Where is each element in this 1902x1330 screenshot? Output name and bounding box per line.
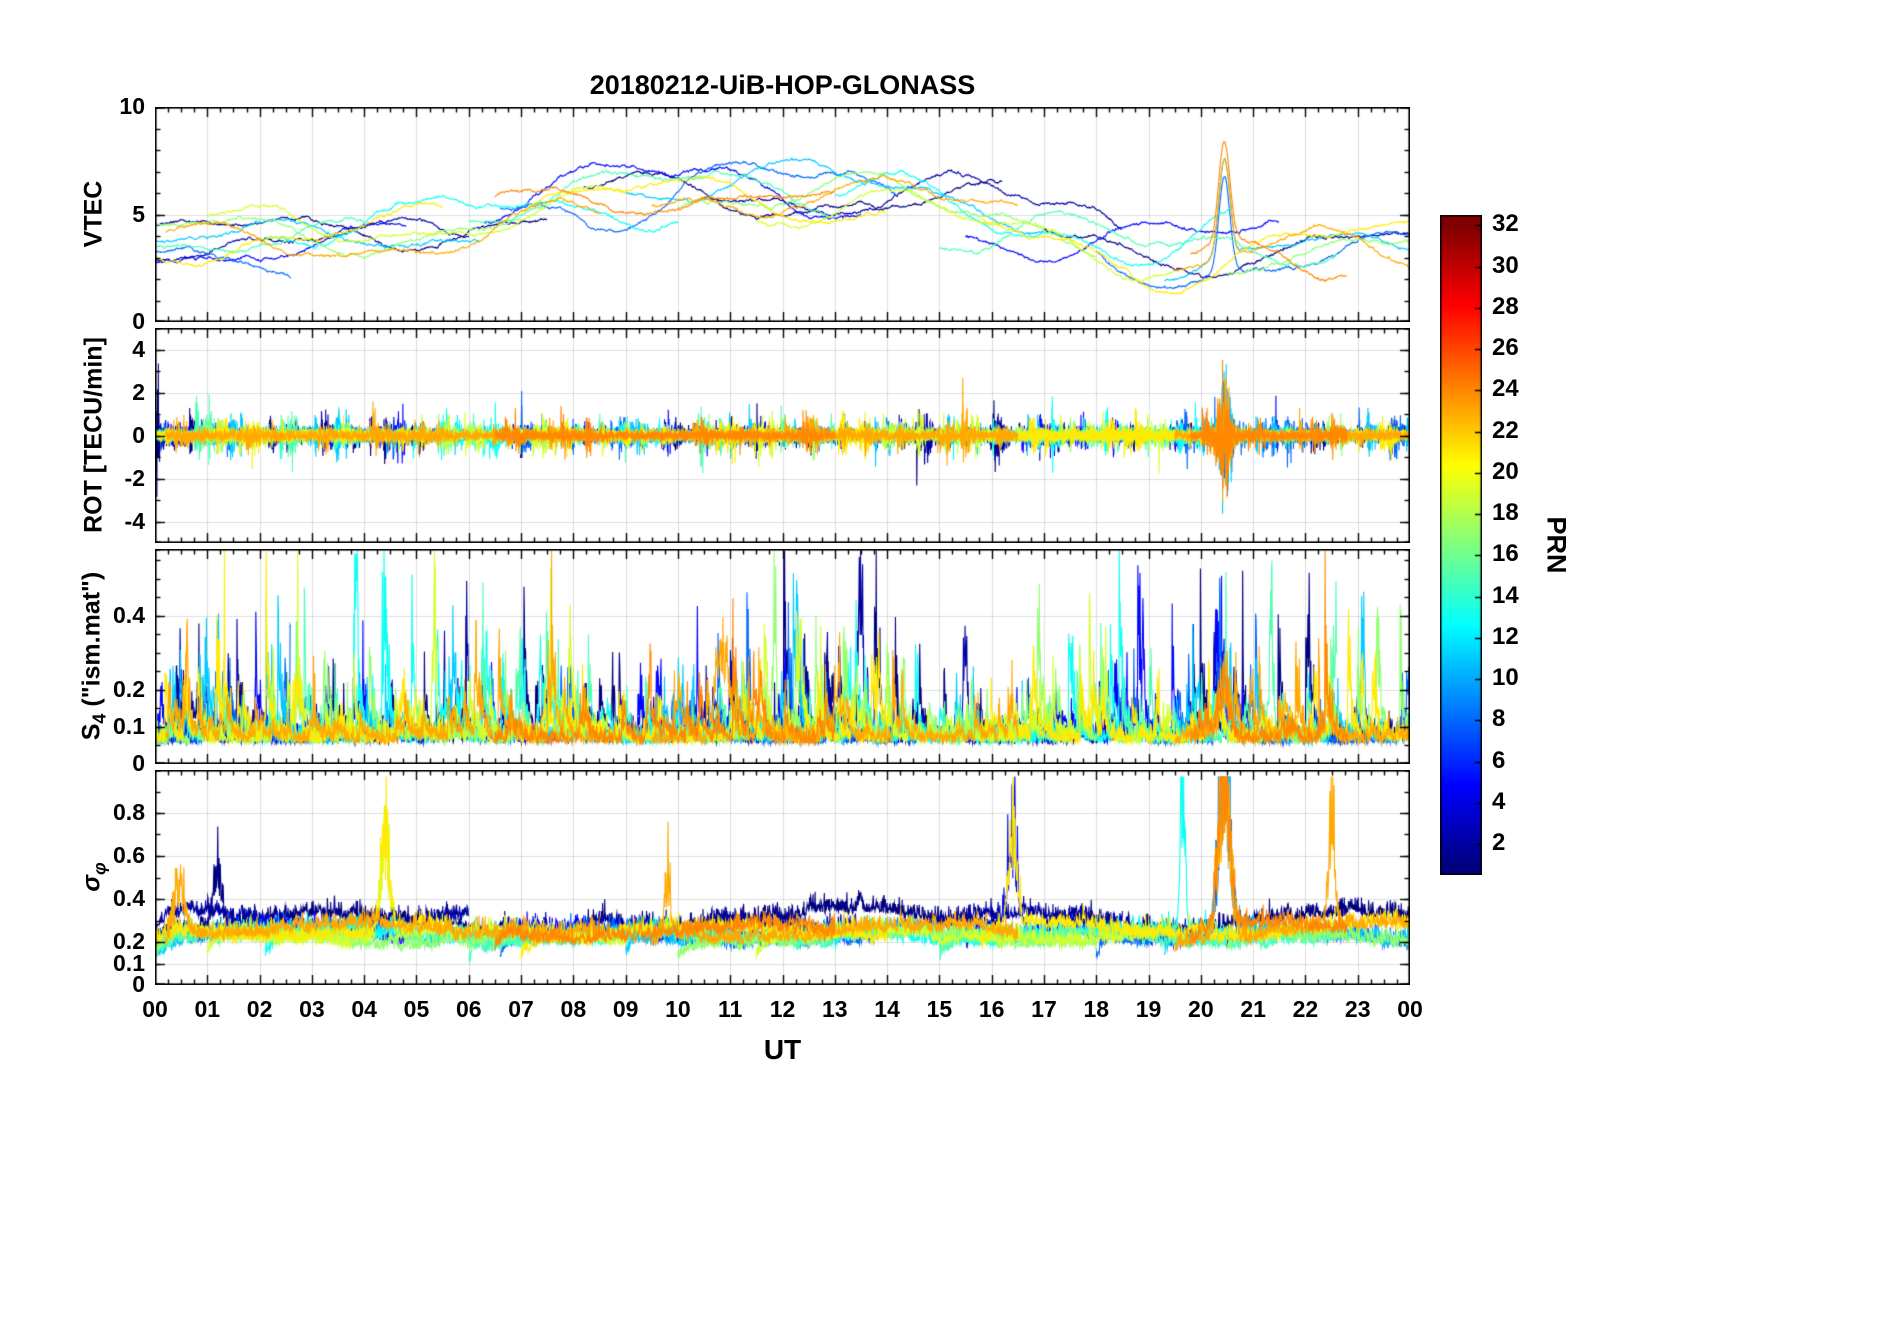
x-tick-label: 14 bbox=[874, 996, 900, 1022]
vtec-panel bbox=[155, 107, 1410, 322]
y-axis-tick-labels: 0 5 10 -4 -2 0 2 4 0 0.1 0.2 0.4 0 0.1 0.2 0.4 0.6 0.8 bbox=[0, 0, 150, 1330]
vtec-canvas bbox=[155, 107, 1410, 322]
y-tick-label: 0 bbox=[132, 971, 145, 997]
rot-panel bbox=[155, 328, 1410, 543]
colorbar-tick-label: 20 bbox=[1492, 457, 1519, 485]
colorbar-tick-label: 28 bbox=[1492, 292, 1519, 320]
y-tick-label: 0.2 bbox=[113, 675, 145, 702]
colorbar-tick-label: 26 bbox=[1492, 334, 1519, 362]
colorbar-label: PRN bbox=[1541, 516, 1572, 574]
y-tick-label: 0.4 bbox=[113, 601, 145, 628]
x-tick-label: 00 bbox=[142, 996, 168, 1022]
x-tick-label: 01 bbox=[194, 996, 221, 1022]
sigphi-panel bbox=[155, 770, 1410, 985]
y-tick-label: 0.4 bbox=[113, 885, 145, 911]
x-tick-label: 11 bbox=[718, 996, 743, 1022]
colorbar-canvas bbox=[1440, 215, 1482, 875]
x-tick-label: 06 bbox=[455, 996, 482, 1022]
sigphi-canvas bbox=[155, 770, 1410, 985]
x-tick-label: 19 bbox=[1135, 996, 1162, 1022]
x-tick-label: 22 bbox=[1292, 996, 1319, 1022]
x-tick-label: 16 bbox=[978, 996, 1005, 1022]
y-tick-label: 4 bbox=[132, 335, 145, 362]
x-tick-label: 05 bbox=[403, 996, 430, 1022]
s4-canvas bbox=[155, 549, 1410, 764]
y-tick-label: -2 bbox=[124, 464, 145, 491]
s4-panel bbox=[155, 549, 1410, 764]
x-tick-label: 08 bbox=[560, 996, 587, 1022]
x-tick-label: 07 bbox=[508, 996, 534, 1022]
x-tick-label: 00 bbox=[1397, 996, 1423, 1022]
y-tick-label: 0.8 bbox=[113, 799, 145, 825]
x-tick-label: 15 bbox=[926, 996, 953, 1022]
x-tick-label: 12 bbox=[769, 996, 796, 1022]
colorbar-tick-label: 24 bbox=[1492, 375, 1519, 403]
y-tick-label: 0.1 bbox=[113, 712, 145, 739]
colorbar-tick-label: 10 bbox=[1492, 664, 1519, 692]
rot-canvas bbox=[155, 328, 1410, 543]
colorbar-tick-label: 30 bbox=[1492, 251, 1519, 279]
x-tick-label: 23 bbox=[1344, 996, 1371, 1022]
x-tick-label: 03 bbox=[299, 996, 325, 1022]
colorbar bbox=[1440, 215, 1482, 875]
colorbar-tick-label: 16 bbox=[1492, 540, 1519, 568]
colorbar-tick-labels: 2 4 6 8 10 12 14 16 18 20 22 24 26 28 30 32 bbox=[1492, 0, 1562, 1330]
colorbar-tick-label: 2 bbox=[1492, 829, 1506, 857]
colorbar-tick-label: 8 bbox=[1492, 705, 1506, 733]
y-tick-label: 0.2 bbox=[113, 928, 145, 954]
y-tick-label: 0 bbox=[132, 750, 145, 776]
colorbar-tick-label: 4 bbox=[1492, 787, 1506, 815]
y-tick-label: 0.1 bbox=[113, 949, 145, 976]
x-tick-label: 02 bbox=[246, 996, 273, 1022]
y-tick-label: 0.6 bbox=[113, 842, 145, 868]
chart-title: 20180212-UiB-HOP-GLONASS bbox=[589, 70, 976, 100]
x-tick-label: 20 bbox=[1188, 996, 1214, 1022]
colorbar-tick-label: 22 bbox=[1492, 416, 1519, 444]
x-tick-label: 09 bbox=[612, 996, 639, 1022]
x-tick-label: 18 bbox=[1083, 996, 1110, 1022]
x-tick-label: 17 bbox=[1031, 996, 1057, 1022]
y-tick-label: 0 bbox=[132, 421, 145, 448]
y-tick-label: 0 bbox=[132, 308, 145, 334]
colorbar-tick-label: 14 bbox=[1492, 581, 1519, 609]
colorbar-tick-label: 32 bbox=[1492, 210, 1519, 238]
x-axis-label: UT bbox=[763, 1034, 802, 1065]
x-tick-label: 13 bbox=[821, 996, 848, 1022]
colorbar-tick-label: 6 bbox=[1492, 746, 1506, 774]
y-tick-label: -4 bbox=[124, 507, 145, 534]
y-tick-label: 5 bbox=[132, 200, 145, 227]
x-tick-label: 21 bbox=[1240, 996, 1266, 1022]
x-tick-label: 10 bbox=[665, 996, 691, 1022]
y-tick-label: 2 bbox=[132, 378, 145, 405]
colorbar-tick-label: 12 bbox=[1492, 622, 1519, 650]
x-axis-tick-labels: 00 01 02 03 04 05 06 07 08 09 10 11 12 13 14 15 16 17 18 19… bbox=[0, 996, 1902, 1026]
colorbar-tick-label: 18 bbox=[1492, 499, 1519, 527]
y-tick-label: 10 bbox=[119, 93, 145, 119]
x-tick-label: 04 bbox=[351, 996, 377, 1022]
